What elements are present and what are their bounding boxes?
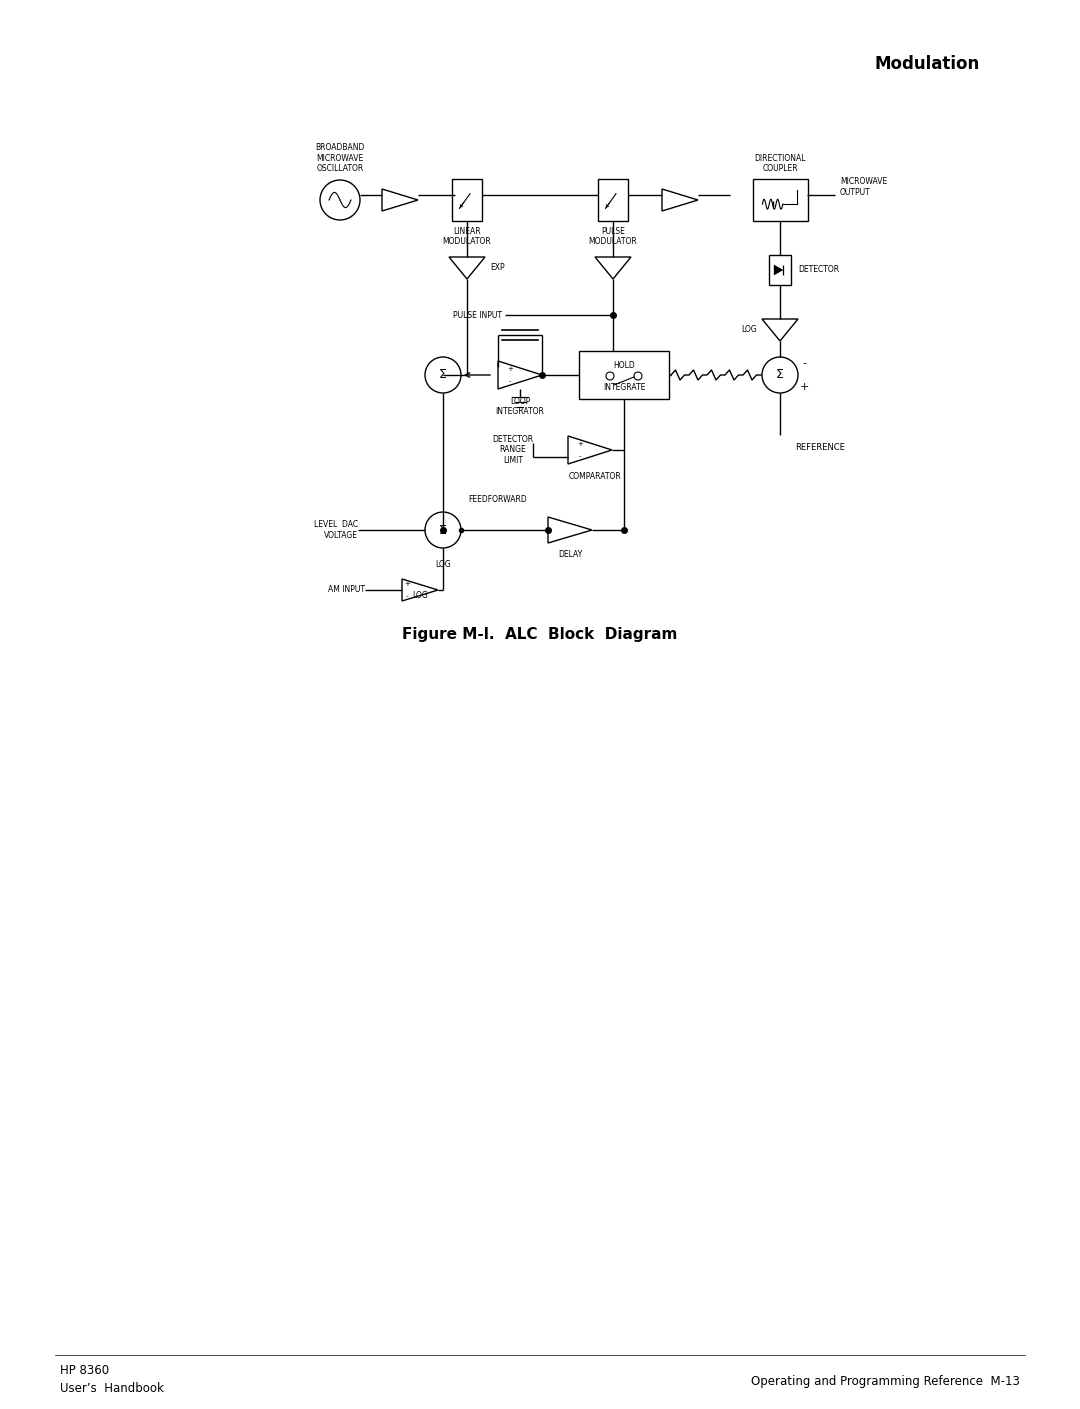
Text: PULSE INPUT: PULSE INPUT <box>453 310 502 320</box>
Bar <box>769 255 791 285</box>
Text: LOG: LOG <box>435 559 450 569</box>
Circle shape <box>320 180 360 220</box>
Polygon shape <box>449 256 485 279</box>
Text: User’s  Handbook: User’s Handbook <box>60 1381 164 1395</box>
Circle shape <box>426 511 461 548</box>
Text: REFERENCE: REFERENCE <box>795 442 845 451</box>
Bar <box>453 179 482 221</box>
Text: PULSE
MODULATOR: PULSE MODULATOR <box>589 227 637 247</box>
Text: HOLD: HOLD <box>613 361 635 369</box>
Text: FEEDFORWARD: FEEDFORWARD <box>468 496 527 504</box>
Text: INTEGRATE: INTEGRATE <box>603 382 645 392</box>
Text: LEVEL  DAC
VOLTAGE: LEVEL DAC VOLTAGE <box>314 520 357 540</box>
Text: LOG: LOG <box>413 590 428 600</box>
Text: BROADBAND
MICROWAVE
OSCILLATOR: BROADBAND MICROWAVE OSCILLATOR <box>315 144 365 173</box>
Text: $\Sigma$: $\Sigma$ <box>438 369 447 382</box>
Text: -: - <box>802 358 806 368</box>
Polygon shape <box>662 189 698 211</box>
Polygon shape <box>498 361 542 389</box>
Text: LOG: LOG <box>741 325 757 334</box>
Text: LINEAR
MODULATOR: LINEAR MODULATOR <box>443 227 491 247</box>
Bar <box>598 179 627 221</box>
Text: +: + <box>577 441 583 447</box>
Text: Operating and Programming Reference  M-13: Operating and Programming Reference M-13 <box>751 1375 1020 1388</box>
Text: COMPARATOR: COMPARATOR <box>569 472 621 480</box>
Circle shape <box>426 356 461 393</box>
Circle shape <box>762 356 798 393</box>
Text: +: + <box>404 581 410 588</box>
Text: HP 8360: HP 8360 <box>60 1364 109 1377</box>
Bar <box>753 179 808 221</box>
Polygon shape <box>762 318 798 341</box>
Text: AM INPUT: AM INPUT <box>328 586 365 595</box>
Polygon shape <box>548 517 592 542</box>
Text: Modulation: Modulation <box>875 55 980 73</box>
Text: DIRECTIONAL
COUPLER: DIRECTIONAL COUPLER <box>754 154 806 173</box>
Text: Figure M-l.  ALC  Block  Diagram: Figure M-l. ALC Block Diagram <box>403 627 677 643</box>
Circle shape <box>634 372 642 380</box>
Text: LOOP
INTEGRATOR: LOOP INTEGRATOR <box>496 397 544 417</box>
Text: -: - <box>406 593 408 599</box>
Bar <box>579 351 669 399</box>
Polygon shape <box>402 579 438 602</box>
Text: MICROWAVE
OUTPUT: MICROWAVE OUTPUT <box>840 178 888 197</box>
Text: EXP: EXP <box>490 263 504 272</box>
Circle shape <box>606 372 615 380</box>
Text: $\Sigma$: $\Sigma$ <box>438 524 447 537</box>
Text: DETECTOR
RANGE
LIMIT: DETECTOR RANGE LIMIT <box>492 435 534 465</box>
Text: DETECTOR: DETECTOR <box>798 265 839 275</box>
Polygon shape <box>774 265 783 275</box>
Text: $\Sigma$: $\Sigma$ <box>775 369 784 382</box>
Polygon shape <box>568 435 612 464</box>
Text: DELAY: DELAY <box>558 550 582 559</box>
Text: -: - <box>579 454 581 459</box>
Polygon shape <box>595 256 631 279</box>
Polygon shape <box>382 189 418 211</box>
Text: -: - <box>509 378 511 385</box>
Text: +: + <box>508 366 513 372</box>
Text: +: + <box>799 382 809 392</box>
